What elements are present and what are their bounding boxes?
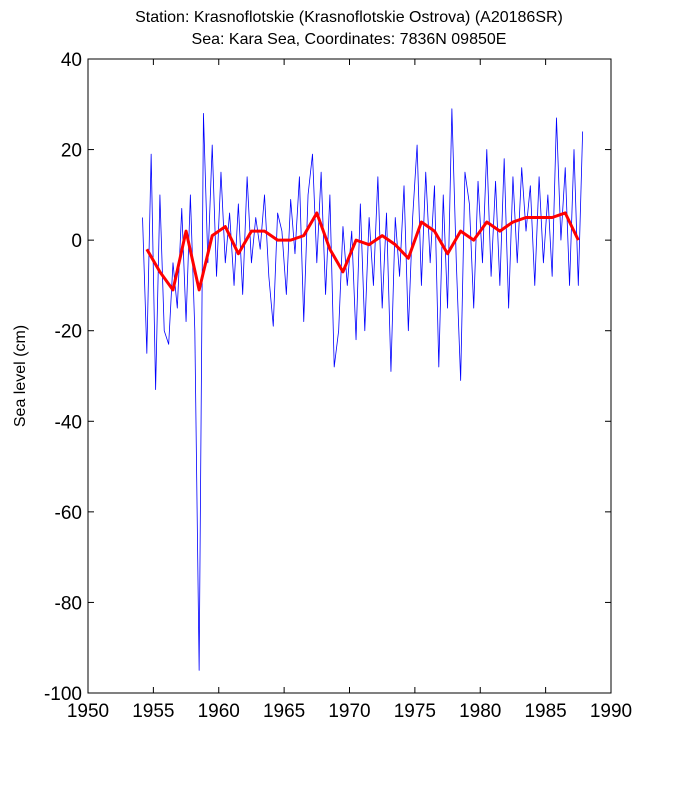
x-tick-label: 1960 — [198, 701, 240, 722]
y-tick-label: -80 — [55, 593, 82, 614]
y-tick-label: -60 — [55, 503, 82, 524]
series-line — [145, 211, 580, 292]
x-tick-label: 1990 — [590, 701, 632, 722]
x-tick-label: 1970 — [328, 701, 370, 722]
x-tick-label: 1955 — [132, 701, 174, 722]
x-tick-label: 1980 — [459, 701, 501, 722]
x-tick-label: 1975 — [394, 701, 436, 722]
y-tick-label: 20 — [61, 141, 82, 162]
y-axis-label: Sea level (cm) — [12, 325, 29, 427]
y-tick-label: 0 — [71, 231, 82, 252]
x-tick-label: 1950 — [67, 701, 109, 722]
chart-subtitle: Sea: Kara Sea, Coordinates: 7836N 09850E — [192, 31, 507, 48]
series-line — [142, 108, 584, 671]
x-tick-label: 1965 — [263, 701, 305, 722]
x-tick-label: 1985 — [524, 701, 566, 722]
y-tick-label: 40 — [61, 50, 82, 71]
y-tick-label: -20 — [55, 322, 82, 343]
y-tick-label: -100 — [44, 684, 82, 705]
y-tick-label: -40 — [55, 412, 82, 433]
chart-title: Station: Krasnoflotskie (Krasnoflotskie … — [135, 9, 563, 26]
